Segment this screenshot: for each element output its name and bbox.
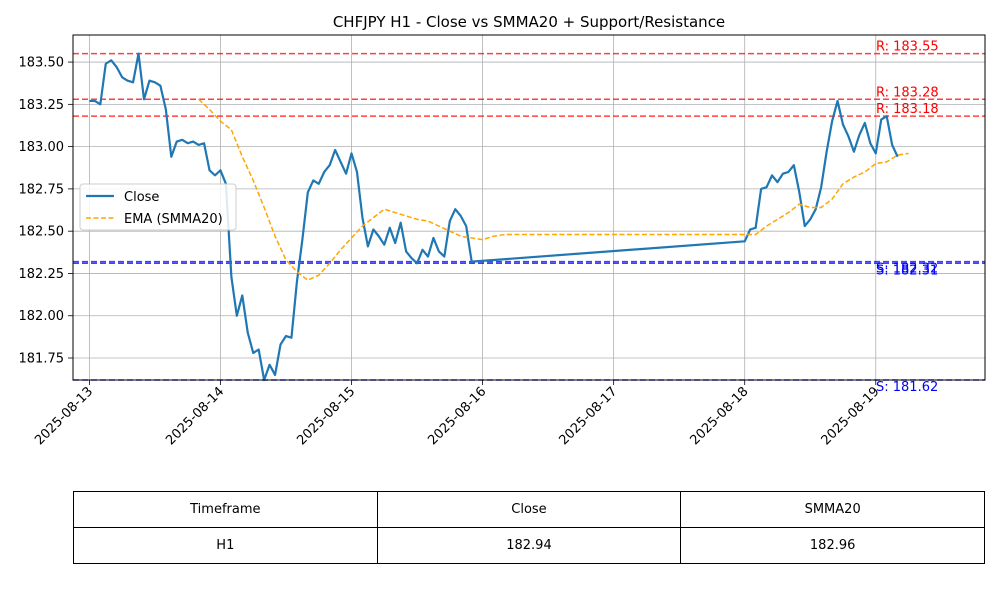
support-level-label: S: 182.31 xyxy=(876,263,938,278)
summary-header-row: Timeframe Close SMMA20 xyxy=(73,491,985,528)
summary-data-row: H1 182.94 182.96 xyxy=(73,527,985,564)
x-tick-label: 2025-08-18 xyxy=(688,384,752,448)
support-level-label: S: 181.62 xyxy=(876,380,938,395)
price-chart: 2025-08-13 2025-08-14 2025-08-15 2025-08-16… xyxy=(19,13,986,449)
summary-table: Timeframe Close SMMA20 H1 182.94 182.96 xyxy=(73,491,985,564)
header-timeframe: Timeframe xyxy=(73,491,378,528)
y-tick-label: 183.50 xyxy=(19,56,65,71)
resistance-level-label: R: 183.28 xyxy=(876,85,939,100)
cell-timeframe: H1 xyxy=(73,527,378,564)
x-tick-label: 2025-08-15 xyxy=(294,384,358,448)
series-line-smma20 xyxy=(198,98,909,281)
x-tick-label: 2025-08-19 xyxy=(819,384,883,448)
legend-close-label: Close xyxy=(124,190,159,205)
level-labels: R: 183.55R: 183.28R: 183.18S: 182.32S: 1… xyxy=(876,40,939,395)
header-close: Close xyxy=(376,491,682,528)
chart-legend: Close EMA (SMMA20) xyxy=(79,183,237,231)
resistance-level-label: R: 183.18 xyxy=(876,102,939,117)
legend-smma-label: EMA (SMMA20) xyxy=(124,212,223,227)
cell-smma20: 182.96 xyxy=(680,527,985,564)
x-tick-label: 2025-08-17 xyxy=(556,384,620,448)
plot-frame xyxy=(72,34,986,381)
legend-box xyxy=(79,183,237,231)
support-level-label: S: 182.32 xyxy=(876,262,938,277)
y-tick-label: 182.75 xyxy=(19,182,65,197)
y-tick-label: 183.25 xyxy=(19,98,65,113)
cell-close: 182.94 xyxy=(376,527,682,564)
header-smma20: SMMA20 xyxy=(680,491,985,528)
resistance-level-label: R: 183.55 xyxy=(876,40,939,55)
x-tick-label: 2025-08-14 xyxy=(163,384,227,448)
chart-title: CHFJPY H1 - Close vs SMMA20 + Support/Re… xyxy=(333,13,725,31)
y-tick-label: 182.00 xyxy=(19,309,65,324)
chart-series xyxy=(89,52,909,382)
y-tick-label: 183.00 xyxy=(19,140,65,155)
y-tick-label: 181.75 xyxy=(19,352,65,367)
x-tick-label: 2025-08-16 xyxy=(425,384,489,448)
x-tick-label: 2025-08-13 xyxy=(32,384,96,448)
y-tick-label: 182.25 xyxy=(19,267,65,282)
axis-ticks: 2025-08-13 2025-08-14 2025-08-15 2025-08-16… xyxy=(19,56,883,449)
y-tick-label: 182.50 xyxy=(19,225,65,240)
series-line-close xyxy=(89,52,899,382)
